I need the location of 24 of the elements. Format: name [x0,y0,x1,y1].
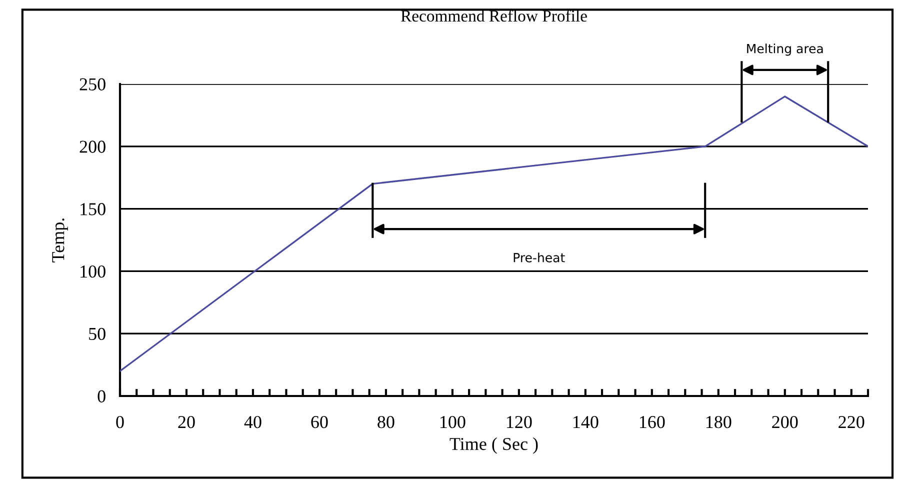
x-tick-label: 0 [116,416,124,428]
x-tick-label: 220 [838,416,864,428]
chart-title: Recommend Reflow Profile [400,10,587,22]
y-tick-label: 250 [80,78,106,90]
x-tick-label: 140 [573,416,598,428]
x-axis-title: Time ( Sec ) [450,437,538,454]
x-tick-label: 120 [506,416,532,428]
y-tick-label: 150 [80,203,106,216]
x-tick-label: 160 [640,416,665,428]
y-axis-title: Temp. [52,218,68,262]
x-tick-label: 60 [311,416,328,428]
x-tick-label: 180 [706,416,732,428]
y-tick-label: 100 [80,265,106,278]
x-tick-label: 40 [244,416,262,428]
line-series [120,96,868,372]
x-tick-label: 20 [178,416,195,428]
x-tick-label: 80 [378,416,394,428]
y-tick-label: 0 [98,390,106,402]
x-tick-label: 200 [772,416,798,428]
y-tick-label: 200 [80,140,106,153]
x-tick-label: 100 [440,416,466,428]
y-tick-label: 50 [89,328,106,340]
annotation: Pre-heat [514,252,565,262]
text: Melting area [747,44,823,56]
